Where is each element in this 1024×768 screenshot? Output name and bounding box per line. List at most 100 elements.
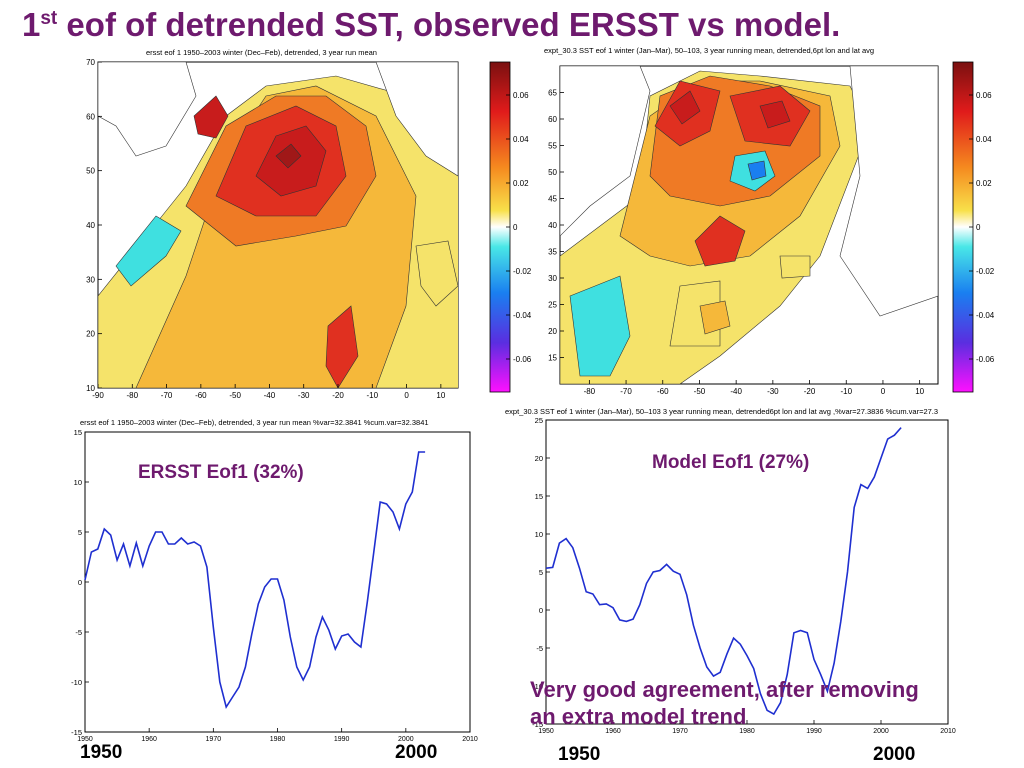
- map1-xtick-label: -40: [264, 391, 276, 400]
- ts1-ytick-label: -10: [71, 678, 82, 687]
- ts2-ytick-label: -5: [536, 644, 543, 653]
- ts1-ytick-label: 5: [78, 528, 82, 537]
- map2-ytick-label: 55: [548, 142, 557, 151]
- map2-xtick-label: -10: [840, 387, 852, 396]
- ts1-ytick-label: 0: [78, 578, 82, 587]
- ts1-ytick-label: -15: [71, 728, 82, 737]
- ts1-xtick-label: 1950: [77, 736, 93, 743]
- map2-ytick-label: 60: [548, 115, 557, 124]
- map2-xtick-label: -60: [657, 387, 669, 396]
- map2-xtick-label: 0: [881, 387, 886, 396]
- ts2-xtick-label: 2000: [873, 728, 889, 735]
- ts1-year-label-start: 1950: [80, 742, 123, 763]
- map1-xtick-label: -60: [195, 391, 207, 400]
- ts2-ytick-label: 20: [535, 454, 543, 463]
- map2-xtick-label: -30: [767, 387, 779, 396]
- colorbar-tick-label: 0.04: [513, 135, 529, 144]
- ts2-ytick-label: 10: [535, 530, 543, 539]
- slide-title: 1st eof of detrended SST, observed ERSST…: [22, 6, 841, 43]
- ts1-xtick-label: 2000: [398, 736, 414, 743]
- colorbar-tick-label: 0.02: [976, 179, 992, 188]
- ts2-xtick-label: 1970: [672, 728, 688, 735]
- ts2-ytick-label: -10: [532, 682, 543, 691]
- ts1-title: ersst eof 1 1950–2003 winter (Dec–Feb), …: [80, 418, 429, 427]
- map2-xtick-label: 10: [915, 387, 924, 396]
- map1-chart: -90 -80 -70 -60 -50 -40 -30 -20 -10 0 10 10 20 30 40 50…: [86, 58, 459, 400]
- map2-title: expt_30.3 SST eof 1 winter (Jan–Mar), 50…: [544, 46, 875, 55]
- ts1-plot-frame: [84, 431, 471, 733]
- colorbar-tick-label: 0.06: [513, 91, 529, 100]
- map1-xtick-label: -70: [161, 391, 173, 400]
- map2-chart: -80 -70 -60 -50 -40 -30 -20 -10 0 10 15 20 25 30 35 40 4…: [548, 65, 939, 397]
- ts1-xtick-label: 1990: [334, 736, 350, 743]
- map2-ytick-label: 40: [548, 221, 557, 230]
- ts1-xtick-label: 1970: [206, 736, 222, 743]
- ts2-chart: 1950 1960 1970 1980 1990 2000 2010 -15 -10 -5 0 5 10…: [532, 416, 956, 735]
- map1-xtick-label: -30: [298, 391, 310, 400]
- ts2-ytick-label: 15: [535, 492, 543, 501]
- map2-field: [560, 66, 938, 384]
- map2-ytick-label: 45: [548, 195, 557, 204]
- conclusion-line-1: Very good agreement, after removing: [530, 677, 919, 702]
- ts1-ytick-label: -5: [75, 628, 82, 637]
- colorbar-tick-label: -0.02: [976, 267, 995, 276]
- ts2-series-line: [545, 427, 902, 716]
- colorbar-tick-label: 0.06: [976, 91, 992, 100]
- ts1-series-line: [84, 451, 426, 709]
- ts1-xtick-label: 1960: [141, 736, 157, 743]
- map2-xtick-label: -50: [694, 387, 706, 396]
- ts2-year-label-end: 2000: [873, 744, 916, 765]
- ts2-xtick-label: 1960: [605, 728, 621, 735]
- map1-title: ersst eof 1 1950–2003 winter (Dec–Feb), …: [146, 48, 377, 57]
- map2-axes: -80 -70 -60 -50 -40 -30 -20 -10 0 10 15 20 25 30 35 40 4…: [548, 89, 925, 397]
- map2-ytick-label: 35: [548, 248, 557, 257]
- map1-xtick-label: -90: [92, 391, 104, 400]
- map1-ytick-label: 70: [86, 58, 95, 67]
- ts2-ytick-label: 0: [539, 606, 543, 615]
- colorbar-tick-label: 0.02: [513, 179, 529, 188]
- conclusion-line-2: an extra model trend: [530, 704, 747, 729]
- map2-xtick-label: -70: [620, 387, 632, 396]
- ts2-year-label-start: 1950: [558, 744, 601, 765]
- map1-colorbar: 0.06 0.04 0.02 0 -0.02 -0.04 -0.06: [489, 61, 532, 393]
- colorbar-tick-label: -0.04: [976, 311, 995, 320]
- ts2-xtick-label: 1990: [806, 728, 822, 735]
- map1-ytick-label: 60: [86, 112, 95, 121]
- map1-xtick-label: -20: [332, 391, 344, 400]
- map1-ytick-label: 30: [86, 275, 95, 284]
- ts1-ytick-label: 10: [74, 478, 82, 487]
- colorbar-tick-label: 0: [976, 223, 981, 232]
- ts2-xtick-label: 1950: [538, 728, 554, 735]
- ts2-ytick-label: 25: [535, 416, 543, 425]
- map2-ytick-label: 25: [548, 301, 557, 310]
- ts2-xtick-label: 2010: [940, 728, 956, 735]
- map2-colorbar: 0.06 0.04 0.02 0 -0.02 -0.04 -0.06: [952, 61, 995, 393]
- map1-ytick-label: 20: [86, 330, 95, 339]
- ts1-ytick-label: 15: [74, 428, 82, 437]
- ts2-ytick-label: 5: [539, 568, 543, 577]
- map1-ytick-label: 10: [86, 384, 95, 393]
- ts2-xtick-label: 1980: [739, 728, 755, 735]
- map2-xtick-label: -80: [584, 387, 596, 396]
- map1-axes: -90 -80 -70 -60 -50 -40 -30 -20 -10 0 10 10 20 30 40 50…: [86, 58, 446, 400]
- conclusion-note: Very good agreement, after removing an e…: [530, 676, 919, 730]
- ts1-xtick-label: 2010: [462, 736, 478, 743]
- map1-xtick-label: 0: [404, 391, 409, 400]
- map1-xtick-label: 10: [436, 391, 445, 400]
- map2-ytick-label: 50: [548, 168, 557, 177]
- colorbar-tick-label: -0.02: [513, 267, 532, 276]
- colorbar-tick-label: -0.04: [513, 311, 532, 320]
- map1-xtick-label: -80: [127, 391, 139, 400]
- colorbar-tick-label: -0.06: [513, 355, 532, 364]
- map1-ytick-label: 40: [86, 221, 95, 230]
- map1-xtick-label: -10: [367, 391, 379, 400]
- map2-ytick-label: 20: [548, 327, 557, 336]
- map1-xtick-label: -50: [229, 391, 241, 400]
- ts2-ytick-label: -15: [532, 720, 543, 729]
- colorbar-tick-label: 0.04: [976, 135, 992, 144]
- map2-xtick-label: -40: [730, 387, 742, 396]
- map2-xtick-label: -20: [804, 387, 816, 396]
- ts2-plot-frame: [545, 419, 949, 725]
- ts1-xtick-label: 1980: [270, 736, 286, 743]
- ersst-annotation: ERSST Eof1 (32%): [138, 462, 304, 483]
